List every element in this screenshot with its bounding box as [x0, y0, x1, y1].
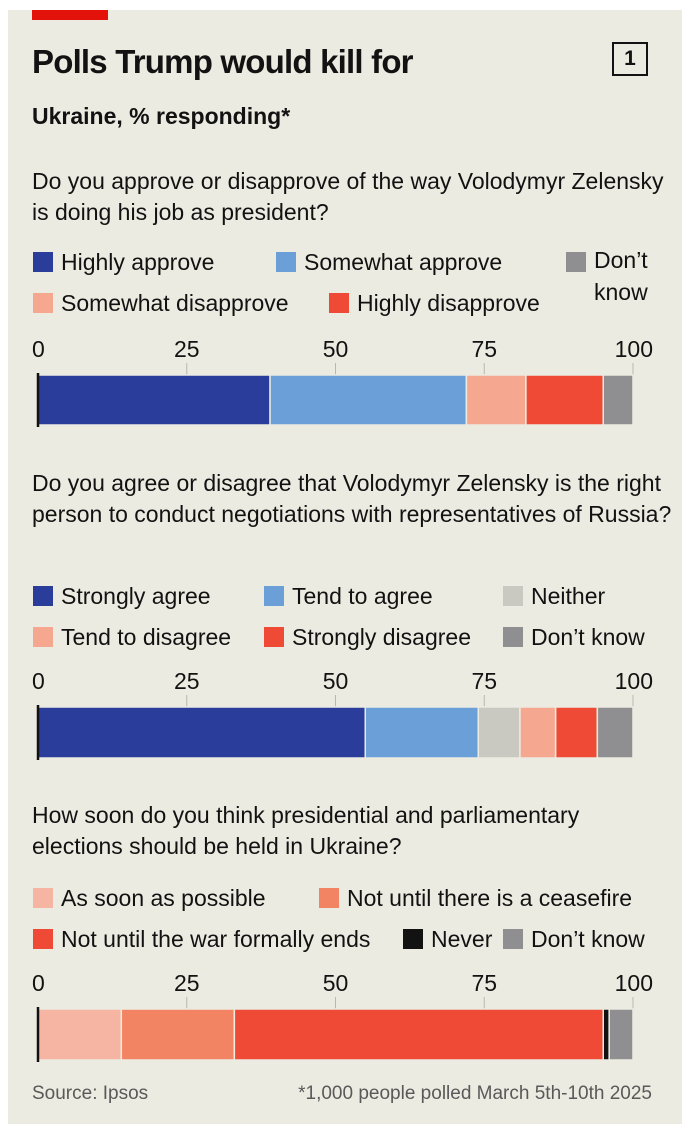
legend-label: As soon as possible	[61, 885, 266, 911]
bar-segment	[269, 374, 468, 426]
legend-swatch	[403, 929, 423, 949]
legend-label: Somewhat disapprove	[61, 290, 289, 316]
tick-label: 50	[323, 970, 349, 996]
tick-label: 100	[615, 668, 653, 694]
chart-subtitle: Ukraine, % responding*	[32, 103, 291, 129]
legend-label: Highly disapprove	[357, 290, 540, 316]
chart-title: Polls Trump would kill for	[32, 43, 414, 80]
legend-swatch	[264, 627, 284, 647]
legend-swatch	[319, 888, 339, 908]
red-tag	[32, 10, 108, 20]
question-3: How soon do you think presidential and p…	[32, 802, 580, 859]
legend-label: Neither	[531, 583, 606, 609]
tick-label: 25	[174, 970, 200, 996]
footnote: *1,000 people polled March 5th-10th 2025	[298, 1083, 652, 1104]
legend-swatch	[503, 586, 523, 606]
tick-label: 100	[615, 970, 653, 996]
legend-swatch	[33, 586, 53, 606]
chart-number-badge: 1	[612, 42, 648, 76]
legend-swatch	[329, 293, 349, 313]
legend-swatch	[33, 293, 53, 313]
legend-swatch	[33, 627, 53, 647]
bar-segment	[602, 1008, 610, 1061]
bar-segment	[233, 1008, 604, 1061]
legend-label: Don’t know	[531, 926, 645, 952]
tick-label: 0	[32, 336, 45, 362]
legend-label: Don’t know	[531, 624, 645, 650]
legend-label: Tend to disagree	[61, 624, 232, 650]
legend-swatch	[264, 586, 284, 606]
legend-label: Not until the war formally ends	[61, 926, 371, 952]
legend-label: Tend to agree	[292, 583, 433, 609]
legend-swatch	[33, 252, 53, 272]
chart-panel	[8, 10, 682, 1124]
legend-label: Don’t know	[594, 247, 648, 305]
tick-label: 50	[323, 336, 349, 362]
bar-segment	[525, 374, 605, 426]
question-2: Do you agree or disagree that Volodymyr …	[32, 470, 672, 527]
bar-segment	[554, 706, 599, 759]
tick-label: 75	[471, 336, 497, 362]
tick-label: 0	[32, 970, 45, 996]
bar-segment	[519, 706, 557, 759]
tick-label: 25	[174, 336, 200, 362]
legend-swatch	[33, 929, 53, 949]
question-1: Do you approve or disapprove of the way …	[32, 168, 664, 225]
legend-swatch	[276, 252, 296, 272]
bar-segment	[608, 1008, 634, 1061]
legend-swatch	[503, 627, 523, 647]
bar-segment	[602, 374, 634, 426]
bar-segment	[37, 374, 271, 426]
bar-segment	[477, 706, 521, 759]
source-note: Source: Ipsos	[32, 1083, 149, 1104]
bar-segment	[37, 706, 366, 759]
tick-label: 0	[32, 668, 45, 694]
tick-label: 75	[471, 668, 497, 694]
legend-label: Not until there is a ceasefire	[347, 885, 633, 911]
tick-label: 100	[615, 336, 653, 362]
legend-label: Strongly agree	[61, 583, 211, 609]
tick-label: 25	[174, 668, 200, 694]
legend-label: Somewhat approve	[304, 249, 503, 275]
legend-label: Highly approve	[61, 249, 215, 275]
bar-segment	[596, 706, 634, 759]
legend-swatch	[33, 888, 53, 908]
bar-segment	[364, 706, 480, 759]
bar-segment	[120, 1008, 236, 1061]
tick-label: 50	[323, 668, 349, 694]
bar-segment	[37, 1008, 123, 1061]
tick-label: 75	[471, 970, 497, 996]
legend-swatch	[503, 929, 523, 949]
bar-segment	[465, 374, 527, 426]
legend-swatch	[566, 252, 586, 272]
legend-label: Never	[431, 926, 493, 952]
legend-label: Strongly disagree	[292, 624, 471, 650]
